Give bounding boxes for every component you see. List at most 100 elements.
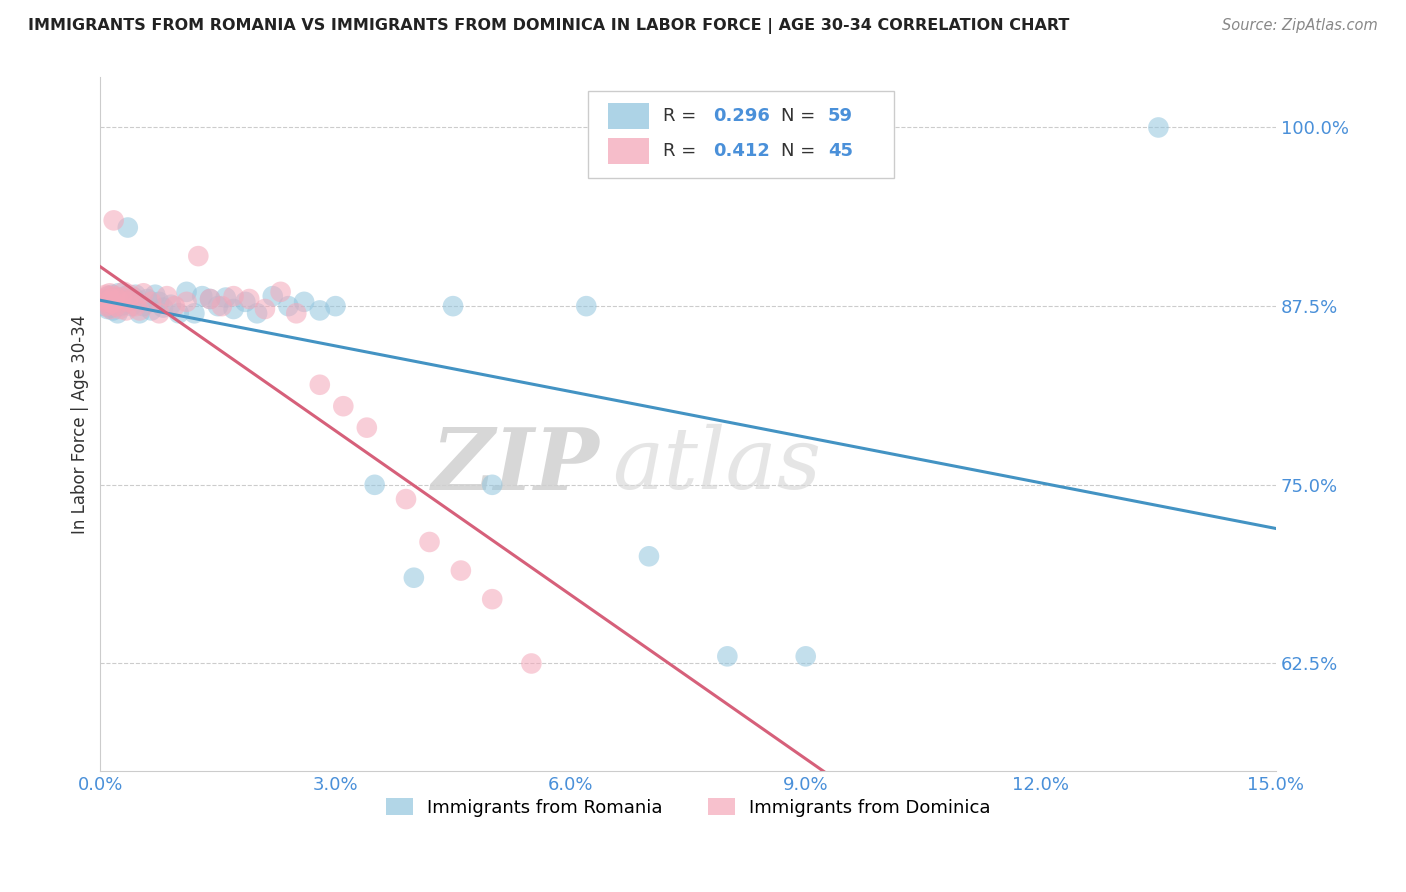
Point xyxy=(292,294,315,309)
Point xyxy=(156,289,179,303)
Point xyxy=(108,292,131,306)
Point xyxy=(450,564,472,578)
Text: N =: N = xyxy=(780,107,821,125)
Point xyxy=(136,292,159,306)
Text: 0.412: 0.412 xyxy=(713,142,769,160)
Point xyxy=(253,301,276,316)
Point xyxy=(93,292,115,306)
Point xyxy=(716,649,738,664)
Point xyxy=(441,299,464,313)
Point xyxy=(238,292,260,306)
Point xyxy=(107,286,129,301)
Point xyxy=(115,303,138,318)
Point xyxy=(103,291,125,305)
Point xyxy=(114,289,136,303)
Point xyxy=(96,299,118,313)
Point xyxy=(132,286,155,301)
Point xyxy=(481,592,503,607)
Point xyxy=(176,294,198,309)
Point xyxy=(128,303,150,318)
Point xyxy=(187,249,209,263)
Point xyxy=(402,571,425,585)
Point xyxy=(285,306,308,320)
Point xyxy=(638,549,661,564)
Point xyxy=(103,213,125,227)
Text: R =: R = xyxy=(664,107,703,125)
Point xyxy=(794,649,817,664)
Point xyxy=(395,492,418,507)
Point xyxy=(98,286,121,301)
Point xyxy=(356,420,378,434)
Point xyxy=(262,289,284,303)
Point xyxy=(100,292,122,306)
Point xyxy=(191,289,214,303)
Point xyxy=(143,287,166,301)
Point xyxy=(96,301,118,316)
Point xyxy=(222,301,245,316)
Text: ZIP: ZIP xyxy=(432,424,600,508)
Point xyxy=(160,298,183,312)
Point xyxy=(481,478,503,492)
Point xyxy=(1147,120,1170,135)
Point xyxy=(176,285,198,299)
Point xyxy=(152,301,174,315)
Point xyxy=(121,292,143,306)
Point xyxy=(94,294,117,309)
FancyBboxPatch shape xyxy=(609,137,650,164)
Point xyxy=(103,294,125,309)
Point xyxy=(97,289,120,303)
Point xyxy=(363,478,385,492)
FancyBboxPatch shape xyxy=(588,91,894,178)
Point xyxy=(233,294,256,309)
Point xyxy=(105,293,128,308)
Point xyxy=(418,535,440,549)
Point xyxy=(141,294,163,309)
Point xyxy=(104,299,127,313)
Point xyxy=(117,294,139,309)
Text: R =: R = xyxy=(664,142,703,160)
Point xyxy=(215,291,238,305)
Text: IMMIGRANTS FROM ROMANIA VS IMMIGRANTS FROM DOMINICA IN LABOR FORCE | AGE 30-34 C: IMMIGRANTS FROM ROMANIA VS IMMIGRANTS FR… xyxy=(28,18,1070,34)
Point xyxy=(167,306,190,320)
Point xyxy=(124,287,146,301)
Point xyxy=(98,298,121,312)
Point xyxy=(277,299,299,313)
Point xyxy=(100,301,122,315)
Point xyxy=(93,299,115,313)
Point xyxy=(101,296,124,310)
Point xyxy=(211,299,233,313)
Point xyxy=(103,289,125,303)
Point xyxy=(148,294,170,309)
Point xyxy=(94,287,117,301)
Point xyxy=(100,293,122,308)
Point xyxy=(110,299,132,313)
Legend: Immigrants from Romania, Immigrants from Dominica: Immigrants from Romania, Immigrants from… xyxy=(378,791,998,824)
Point xyxy=(97,289,120,303)
Text: 0.296: 0.296 xyxy=(713,107,769,125)
Point xyxy=(132,299,155,313)
Point xyxy=(575,299,598,313)
Point xyxy=(183,306,205,320)
Point xyxy=(325,299,347,313)
Point xyxy=(101,303,124,318)
Point xyxy=(308,377,330,392)
Point xyxy=(141,303,163,318)
Point xyxy=(308,303,330,318)
Point xyxy=(207,299,229,313)
Point xyxy=(520,657,543,671)
Point xyxy=(124,299,146,313)
Text: 45: 45 xyxy=(828,142,853,160)
Point xyxy=(100,301,122,316)
Point xyxy=(121,299,143,313)
Text: N =: N = xyxy=(780,142,821,160)
Point xyxy=(108,301,131,316)
Point xyxy=(110,291,132,305)
Point xyxy=(246,306,269,320)
Point xyxy=(163,299,186,313)
Point xyxy=(198,292,221,306)
Point xyxy=(222,289,245,303)
Point xyxy=(270,285,292,299)
Point xyxy=(148,306,170,320)
Point xyxy=(128,306,150,320)
Point xyxy=(118,293,141,308)
